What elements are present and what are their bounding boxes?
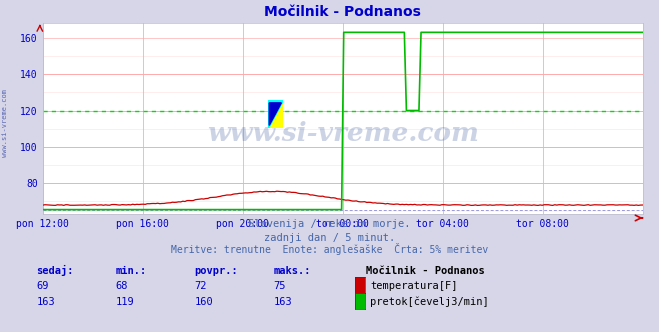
- Text: min.:: min.:: [115, 266, 146, 276]
- Text: 72: 72: [194, 281, 207, 291]
- Text: temperatura[F]: temperatura[F]: [370, 281, 458, 291]
- Text: sedaj:: sedaj:: [36, 265, 74, 276]
- Text: www.si-vreme.com: www.si-vreme.com: [2, 89, 9, 157]
- Text: www.si-vreme.com: www.si-vreme.com: [207, 122, 478, 146]
- Text: Meritve: trenutne  Enote: anglešaške  Črta: 5% meritev: Meritve: trenutne Enote: anglešaške Črta…: [171, 243, 488, 255]
- Text: 69: 69: [36, 281, 49, 291]
- Text: pretok[čevelj3/min]: pretok[čevelj3/min]: [370, 297, 489, 307]
- Text: Močilnik - Podnanos: Močilnik - Podnanos: [366, 266, 484, 276]
- Text: maks.:: maks.:: [273, 266, 311, 276]
- Text: 119: 119: [115, 297, 134, 307]
- Polygon shape: [268, 100, 283, 128]
- Text: 68: 68: [115, 281, 128, 291]
- Text: 75: 75: [273, 281, 286, 291]
- Text: Slovenija / reke in morje.: Slovenija / reke in morje.: [248, 219, 411, 229]
- Title: Močilnik - Podnanos: Močilnik - Podnanos: [264, 5, 421, 19]
- Text: 163: 163: [36, 297, 55, 307]
- Text: povpr.:: povpr.:: [194, 266, 238, 276]
- Text: 160: 160: [194, 297, 213, 307]
- Text: zadnji dan / 5 minut.: zadnji dan / 5 minut.: [264, 233, 395, 243]
- Polygon shape: [270, 103, 281, 125]
- Polygon shape: [268, 100, 283, 128]
- Text: 163: 163: [273, 297, 292, 307]
